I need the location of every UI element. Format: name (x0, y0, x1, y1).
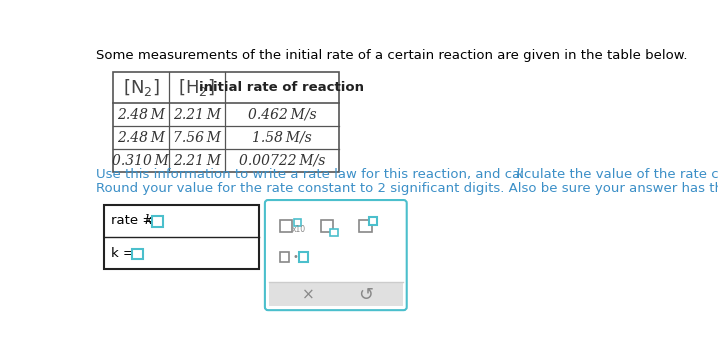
Text: ×: × (302, 287, 315, 302)
Bar (113, 72, 340, 172)
Text: $\left[\mathrm{N_2}\right]$: $\left[\mathrm{N_2}\right]$ (123, 77, 159, 98)
Bar (330, 228, 337, 236)
Bar (279, 220, 292, 232)
Text: k =: k = (111, 247, 139, 260)
Text: initial rate of reaction: initial rate of reaction (200, 81, 365, 94)
Text: rate =: rate = (111, 214, 158, 227)
Bar (103, 205, 258, 269)
Text: $\left[\mathrm{H_2}\right]$: $\left[\mathrm{H_2}\right]$ (178, 77, 215, 98)
Text: 2.21 M: 2.21 M (173, 154, 220, 168)
Text: 0.462 M/s: 0.462 M/s (248, 107, 316, 122)
Bar (299, 252, 308, 262)
Text: 2.48 M: 2.48 M (117, 107, 165, 122)
Text: Round your value for the rate constant to 2 significant digits. Also be sure you: Round your value for the rate constant t… (96, 182, 718, 194)
Text: 7.56 M: 7.56 M (173, 131, 220, 145)
Bar (321, 220, 333, 232)
Text: 0.310 M: 0.310 M (113, 154, 169, 168)
Text: k: k (144, 214, 152, 227)
Bar (269, 282, 403, 306)
Text: k: k (515, 169, 523, 182)
Text: Some measurements of the initial rate of a certain reaction are given in the tab: Some measurements of the initial rate of… (96, 49, 687, 62)
Bar (294, 218, 302, 226)
Text: .: . (520, 169, 524, 182)
Text: ↺: ↺ (358, 286, 373, 304)
Text: Use this information to write a rate law for this reaction, and calculate the va: Use this information to write a rate law… (96, 169, 718, 182)
Text: 2.21 M: 2.21 M (173, 107, 220, 122)
Text: x10: x10 (292, 225, 306, 234)
Bar (279, 252, 289, 262)
Text: 0.00722 M/s: 0.00722 M/s (239, 154, 325, 168)
FancyBboxPatch shape (265, 200, 406, 310)
Bar (369, 217, 376, 225)
Bar (360, 220, 372, 232)
Bar (151, 216, 162, 227)
Text: 1.58 M/s: 1.58 M/s (252, 131, 312, 145)
Text: •: • (292, 252, 298, 262)
Bar (132, 248, 143, 259)
Text: 2.48 M: 2.48 M (117, 131, 165, 145)
